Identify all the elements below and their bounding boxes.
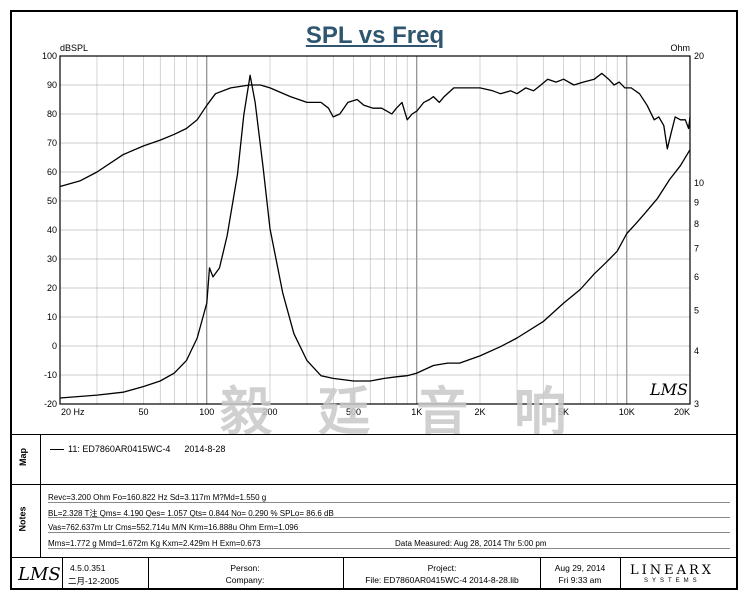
- left-tick-label: 10: [47, 312, 57, 322]
- x-tick-label: 20K: [674, 407, 690, 417]
- left-tick-label: -10: [44, 370, 57, 380]
- right-axis-ticks: 20 10 9 8 7 6 5 4 3: [694, 51, 704, 409]
- footer-divider-5: [620, 557, 621, 588]
- left-tick-label: 30: [47, 254, 57, 264]
- left-tick-label: 50: [47, 196, 57, 206]
- plot-border: [59, 55, 691, 405]
- impedance-series-line: [59, 74, 691, 399]
- left-tick-label: 0: [52, 341, 57, 351]
- right-tick-label: 10: [694, 178, 704, 188]
- right-tick-label: 4: [694, 346, 699, 356]
- software-version: 4.5.0.351: [70, 563, 106, 573]
- notes-line-3: Vas=762.637m Ltr Cms=552.714u M/N Krm=16…: [48, 523, 299, 532]
- notes-label: Notes: [17, 506, 28, 532]
- linearx-logo-subtitle: SYSTEMS: [644, 578, 701, 584]
- x-tick-label: 500: [346, 407, 361, 417]
- project-label: Project:: [427, 563, 457, 573]
- notes-rule-4: [48, 548, 730, 549]
- spl-series-line: [59, 72, 691, 188]
- x-tick-label: 2K: [474, 407, 485, 417]
- right-tick-label: 7: [694, 244, 699, 254]
- left-tick-label: -20: [44, 399, 57, 409]
- notes-rule-2: [48, 517, 730, 518]
- x-tick-label: 10K: [619, 407, 635, 417]
- right-tick-label: 8: [694, 219, 699, 229]
- series-group: [59, 72, 691, 399]
- legend-swatch: [50, 449, 64, 451]
- map-legend-row: 11: ED7860AR0415WC-4 2014-8-28: [50, 444, 225, 454]
- project-file: File: ED7860AR0415WC-4 2014-8-28.lib: [365, 575, 519, 585]
- left-tick-label: 60: [47, 167, 57, 177]
- notes-rule-3: [48, 532, 730, 533]
- legend-entry: 11: ED7860AR0415WC-4: [50, 444, 170, 454]
- right-tick-label: 3: [694, 399, 699, 409]
- right-tick-label: 20: [694, 51, 704, 61]
- right-tick-label: 9: [694, 197, 699, 207]
- x-tick-label: 50: [139, 407, 149, 417]
- left-axis-unit: dBSPL: [60, 43, 88, 53]
- footer-divider-3: [343, 557, 344, 588]
- divider-footer-top: [12, 557, 736, 558]
- watermark-text: 毅 廷 音 响: [220, 382, 581, 443]
- report-time: Fri 9:33 am: [558, 575, 602, 585]
- footer-divider-4: [540, 557, 541, 588]
- left-tick-label: 80: [47, 109, 57, 119]
- legend-entry-label: 11: ED7860AR0415WC-4: [68, 444, 171, 454]
- company-label: Company:: [225, 575, 265, 585]
- report-date: Aug 29, 2014: [554, 563, 606, 573]
- notes-line-4: Mms=1.772 g Mmd=1.672m Kg Kxm=2.429m H E…: [48, 539, 261, 548]
- chart-title: SPL vs Freq: [305, 22, 445, 49]
- x-tick-label: 100: [199, 407, 214, 417]
- footer-divider-1: [62, 557, 63, 588]
- divider-map-top: [12, 434, 736, 435]
- plot-signature: LMS: [650, 380, 688, 399]
- report-frame: [10, 10, 738, 590]
- divider-notes-top: [12, 484, 736, 485]
- x-axis-ticks: 20 Hz 50 100 200 500 1K 2K 5K 10K 20K: [61, 407, 690, 417]
- x-tick-label: 20 Hz: [61, 407, 85, 417]
- notes-line-1: Revc=3.200 Ohm Fo=160.822 Hz Sd=3.117m M…: [48, 493, 267, 502]
- grid-lines: [59, 55, 691, 405]
- right-tick-label: 6: [694, 272, 699, 282]
- legend-date: 2014-8-28: [184, 444, 226, 454]
- linearx-logo: LINEARX: [630, 563, 715, 578]
- notes-rule-1: [48, 502, 730, 503]
- right-axis-unit: Ohm: [670, 43, 690, 53]
- left-tick-label: 40: [47, 225, 57, 235]
- left-tick-label: 100: [42, 51, 57, 61]
- left-tick-label: 20: [47, 283, 57, 293]
- x-tick-label: 5K: [558, 407, 569, 417]
- person-label: Person:: [230, 563, 260, 573]
- x-tick-label: 1K: [411, 407, 422, 417]
- map-label: Map: [18, 448, 28, 466]
- left-tick-label: 90: [47, 80, 57, 90]
- lms-logo: LMS: [18, 564, 61, 585]
- software-version-date: 二月-12-2005: [68, 576, 120, 586]
- footer-divider-2: [148, 557, 149, 588]
- data-measured: Data Measured: Aug 28, 2014 Thr 5:00 pm: [395, 539, 547, 548]
- left-tick-label: 70: [47, 138, 57, 148]
- right-tick-label: 5: [694, 305, 699, 315]
- divider-side-label: [40, 434, 41, 557]
- x-tick-label: 200: [262, 407, 277, 417]
- notes-line-2: BL=2.328 T注 Qms= 4.190 Qes= 1.057 Qts= 0…: [48, 509, 334, 518]
